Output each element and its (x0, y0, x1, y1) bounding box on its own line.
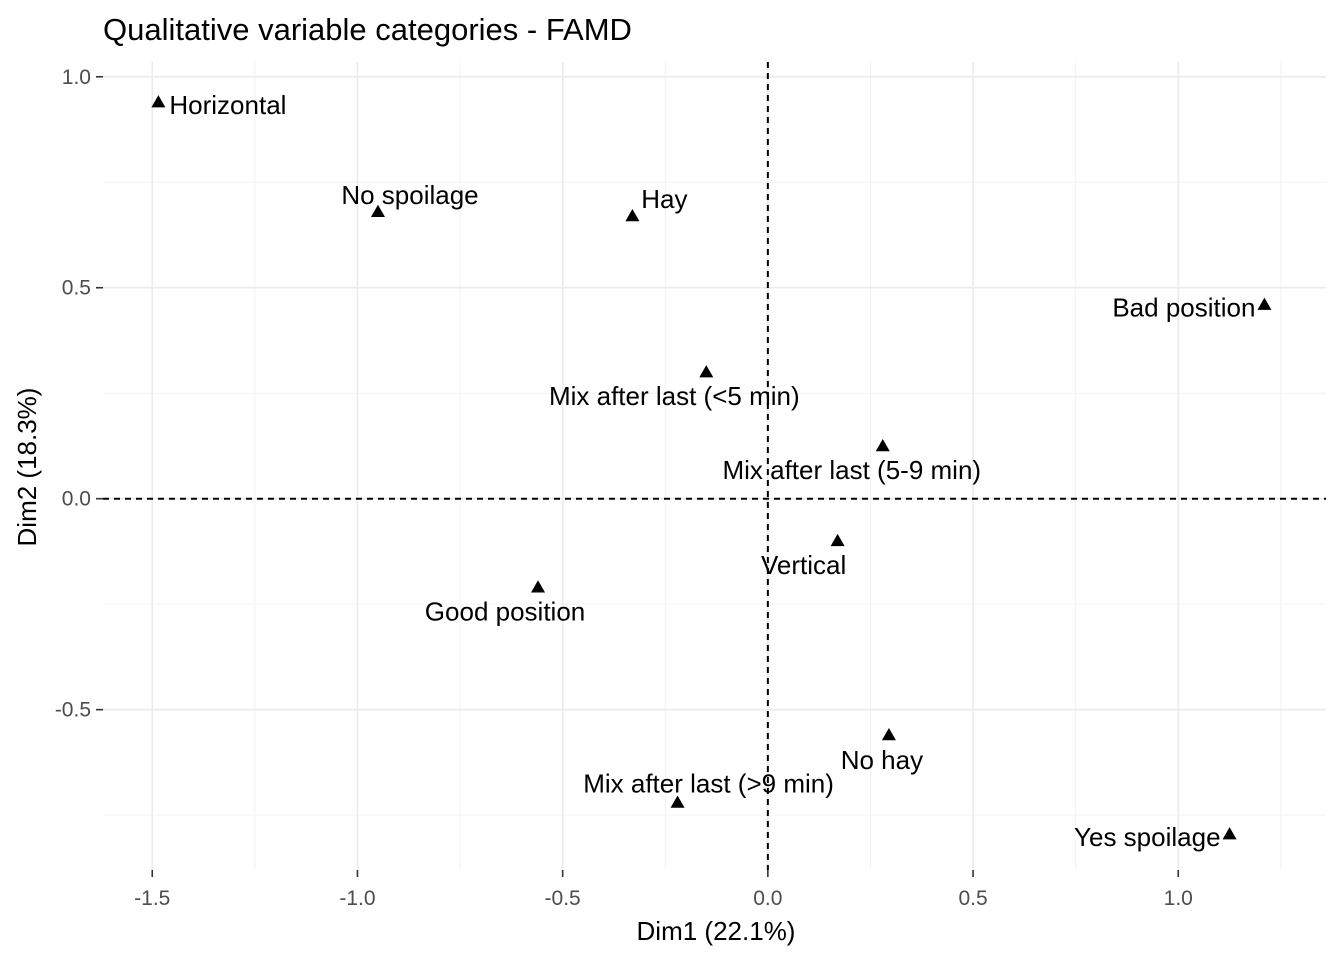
y-axis-ticks: -0.5 0.0 0.5 1.0 (55, 66, 103, 722)
point-bad-position (1257, 297, 1272, 310)
x-tick-label: 0.5 (958, 887, 987, 910)
label-good-position: Good position (425, 596, 585, 626)
label-no-spoilage: No spoilage (341, 180, 478, 210)
y-tick-label: 0.0 (62, 488, 91, 511)
label-vertical: Vertical (761, 550, 846, 580)
point-horizontal (151, 95, 166, 108)
y-axis-title: Dim2 (18.3%) (12, 388, 42, 547)
point-yes-spoilage (1222, 827, 1237, 840)
label-horizontal: Horizontal (169, 90, 286, 120)
x-tick-label: 1.0 (1164, 887, 1193, 910)
label-mix-after-last-5-min: Mix after last (<5 min) (549, 381, 800, 411)
grid (103, 62, 1326, 870)
y-tick-label: 0.5 (62, 277, 91, 300)
y-tick-label: -0.5 (55, 699, 91, 722)
label-mix-after-last-9-min: Mix after last (>9 min) (583, 768, 834, 798)
reference-lines (103, 62, 1326, 870)
x-tick-label: -1.5 (134, 887, 170, 910)
label-mix-after-last-5-9-min: Mix after last (5-9 min) (722, 455, 981, 485)
x-tick-label: 0.0 (753, 887, 782, 910)
label-yes-spoilage: Yes spoilage (1074, 822, 1221, 852)
x-axis-title: Dim1 (22.1%) (637, 916, 796, 946)
point-no-spoilage (370, 204, 385, 218)
point-good-position (531, 580, 546, 593)
x-tick-label: -0.5 (545, 887, 581, 910)
chart-title: Qualitative variable categories - FAMD (103, 12, 632, 47)
point-labels: Horizontal No spoilage Hay Bad position Mix … (169, 90, 1255, 852)
point-mix-after-last-5-min (699, 365, 714, 378)
data-points (151, 95, 1272, 840)
x-tick-label: -1.0 (339, 887, 375, 910)
x-axis-ticks: -1.5 -1.0 -0.5 0.0 0.5 1.0 (134, 870, 1193, 910)
label-hay: Hay (641, 184, 687, 214)
point-vertical (830, 533, 845, 547)
point-mix-after-last-5-9-min (875, 438, 890, 452)
label-no-hay: No hay (841, 745, 923, 775)
point-mix-after-last-9-min (670, 795, 685, 808)
point-hay (625, 209, 640, 222)
point-no-hay (881, 727, 896, 741)
y-tick-label: 1.0 (62, 66, 91, 89)
label-bad-position: Bad position (1112, 293, 1255, 323)
